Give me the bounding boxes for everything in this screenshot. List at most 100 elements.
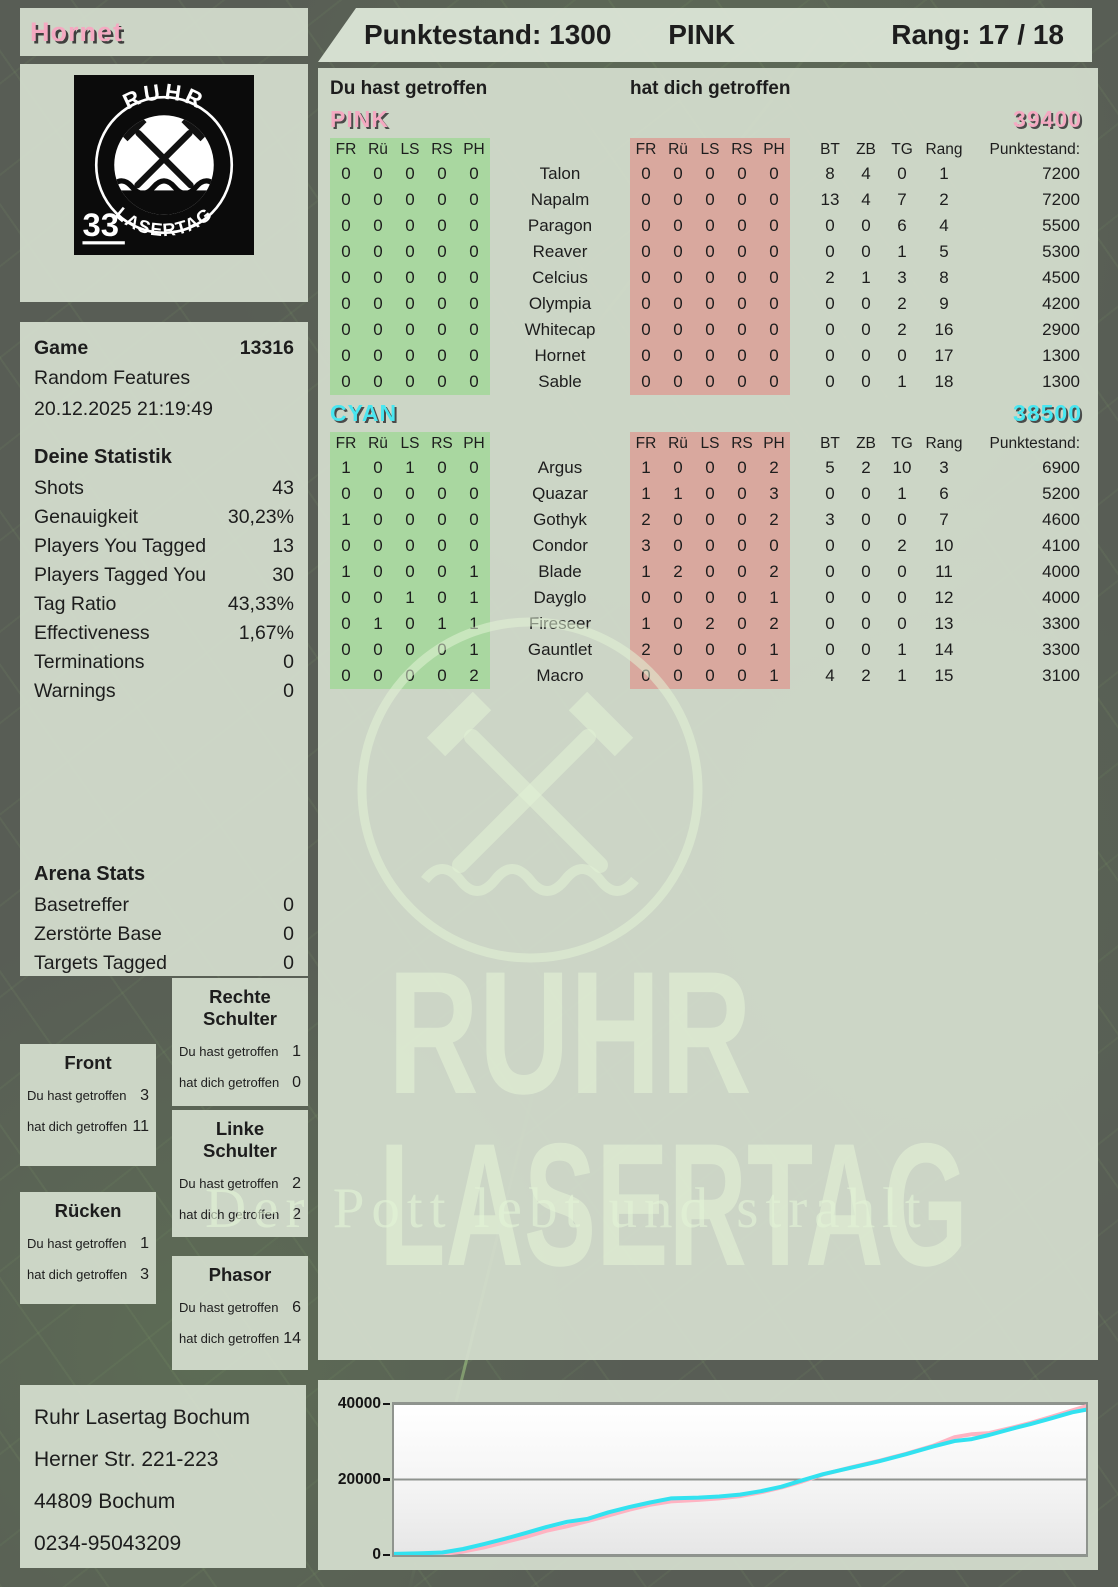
tg-cell: 3 bbox=[897, 268, 907, 287]
hit-them-cell: 0 bbox=[694, 637, 726, 663]
hit-them-cell: 0 bbox=[758, 369, 790, 395]
hit-them-cell: 2 bbox=[758, 611, 790, 637]
hit-you-cell: 0 bbox=[330, 161, 362, 187]
hit-them-cell: 1 bbox=[758, 585, 790, 611]
game-row: Game 13316 bbox=[34, 334, 294, 363]
bt-cell: 13 bbox=[820, 190, 840, 209]
hit-them-cell: 0 bbox=[726, 481, 758, 507]
hit-you-cell: 0 bbox=[426, 187, 458, 213]
hit-you-cell: 1 bbox=[426, 611, 458, 637]
game-id: 13316 bbox=[239, 337, 294, 359]
stat-value: 30,23% bbox=[227, 506, 294, 528]
column-header: Rü bbox=[662, 138, 694, 161]
bt-cell: 8 bbox=[825, 164, 835, 183]
hit-you-cell: 0 bbox=[426, 455, 458, 481]
column-header: PH bbox=[458, 432, 490, 455]
hit-them-cell: 0 bbox=[630, 161, 662, 187]
column-header: Rang bbox=[925, 140, 963, 158]
hit-you-cell: 0 bbox=[394, 239, 426, 265]
zb-cell: 1 bbox=[861, 268, 871, 287]
hit-them-cell: 0 bbox=[662, 369, 694, 395]
spacer bbox=[34, 706, 294, 842]
column-header: ZB bbox=[856, 434, 876, 452]
zb-cell: 2 bbox=[861, 458, 871, 477]
bodypart-title: Front bbox=[64, 1052, 112, 1073]
hit-them-cell: 1 bbox=[662, 481, 694, 507]
player-name-cell: Celcius bbox=[532, 268, 588, 287]
tg-cell: 1 bbox=[897, 242, 907, 261]
bodypart-title: Phasor bbox=[208, 1264, 272, 1285]
stat-row: Shots 43 bbox=[34, 474, 294, 503]
hit-them-cell: 0 bbox=[694, 291, 726, 317]
player-name-cell: Paragon bbox=[527, 216, 593, 235]
stat-value: 13 bbox=[272, 535, 294, 557]
hit-them-cell: 0 bbox=[758, 239, 790, 265]
bodypart-box-ruecken: Rücken Du hast getroffen 1 hat dich getro… bbox=[20, 1192, 156, 1304]
stat-value: 0 bbox=[283, 952, 294, 974]
hit-you-cell: 0 bbox=[458, 213, 490, 239]
hit-them-cell: 1 bbox=[630, 481, 662, 507]
hit-them-cell: 2 bbox=[662, 559, 694, 585]
bodypart-them-value: 14 bbox=[283, 1330, 301, 1347]
rang-cell: 18 bbox=[934, 372, 954, 391]
player-name: Hornet bbox=[30, 17, 123, 47]
hit-them-cell: 0 bbox=[694, 585, 726, 611]
stat-label: Basetreffer bbox=[34, 894, 130, 916]
chart-y-axis: 0 20000 40000 bbox=[318, 1395, 390, 1563]
punktestand-cell: 5200 bbox=[1042, 484, 1080, 503]
column-header: FR bbox=[330, 432, 362, 455]
team-score-table: FR Rü LS RS PH FR Rü LS RS PH BT ZB TG Rang Punktestan… bbox=[330, 138, 1082, 395]
stat-value: 0 bbox=[283, 680, 294, 702]
stat-value: 30 bbox=[272, 564, 294, 586]
table-row: 0 0 0 0 1 Gauntlet 2 0 0 0 1 0 0 1 14 3300 bbox=[330, 637, 1082, 663]
hit-you-cell: 0 bbox=[458, 369, 490, 395]
hits-you-header: Du hast getroffen bbox=[330, 78, 488, 99]
tg-cell: 7 bbox=[897, 190, 907, 209]
punktestand-cell: 5500 bbox=[1042, 216, 1080, 235]
table-header-row: FR Rü LS RS PH FR Rü LS RS PH BT ZB TG Rang Punktestan… bbox=[330, 138, 1082, 161]
bodypart-them-label: hat dich getroffen bbox=[179, 1207, 280, 1222]
column-header: RS bbox=[426, 138, 458, 161]
hit-them-cell: 1 bbox=[630, 559, 662, 585]
tg-cell: 2 bbox=[897, 294, 907, 313]
hit-them-cell: 0 bbox=[630, 317, 662, 343]
hit-you-cell: 0 bbox=[458, 239, 490, 265]
hit-you-cell: 0 bbox=[362, 317, 394, 343]
stat-value: 43 bbox=[272, 477, 294, 499]
hit-you-cell: 0 bbox=[362, 369, 394, 395]
hit-them-cell: 0 bbox=[726, 213, 758, 239]
player-name-cell: Condor bbox=[532, 536, 588, 555]
hit-you-cell: 0 bbox=[394, 369, 426, 395]
punktestand-cell: 4000 bbox=[1042, 588, 1080, 607]
bt-cell: 0 bbox=[825, 294, 835, 313]
player-name-cell: Olympia bbox=[528, 294, 592, 313]
hit-them-cell: 0 bbox=[726, 369, 758, 395]
hit-you-cell: 0 bbox=[330, 317, 362, 343]
hit-you-cell: 0 bbox=[362, 161, 394, 187]
bodypart-you-row: Du hast getroffen 1 bbox=[179, 1043, 301, 1061]
score-tables-panel: Du hast getroffen hat dich getroffen PIN… bbox=[318, 68, 1098, 1360]
table-row: 0 0 0 0 0 Hornet 0 0 0 0 0 0 0 0 17 1300 bbox=[330, 343, 1082, 369]
hit-you-cell: 0 bbox=[458, 481, 490, 507]
hit-you-cell: 0 bbox=[394, 507, 426, 533]
club-logo-icon: RUHR LASERTAG 33 bbox=[74, 75, 254, 255]
stat-row: Zerstörte Base 0 bbox=[34, 920, 294, 949]
hit-them-cell: 1 bbox=[758, 663, 790, 689]
score-value: 1300 bbox=[549, 19, 612, 50]
stat-row: Genauigkeit 30,23% bbox=[34, 503, 294, 532]
stat-label: Warnings bbox=[34, 680, 116, 702]
bodypart-them-value: 2 bbox=[292, 1206, 301, 1223]
hit-them-cell: 0 bbox=[662, 161, 694, 187]
bodypart-you-value: 1 bbox=[140, 1235, 149, 1252]
rang-cell: 14 bbox=[934, 640, 954, 659]
player-name-cell: Napalm bbox=[530, 190, 590, 209]
hit-them-cell: 0 bbox=[726, 291, 758, 317]
hit-you-cell: 1 bbox=[362, 611, 394, 637]
zb-cell: 0 bbox=[861, 588, 871, 607]
punktestand-cell: 3300 bbox=[1042, 614, 1080, 633]
hit-them-cell: 0 bbox=[630, 663, 662, 689]
hit-them-cell: 0 bbox=[758, 187, 790, 213]
hit-you-cell: 0 bbox=[362, 343, 394, 369]
bodypart-them-value: 0 bbox=[292, 1074, 301, 1091]
stat-row: Players You Tagged 13 bbox=[34, 532, 294, 561]
